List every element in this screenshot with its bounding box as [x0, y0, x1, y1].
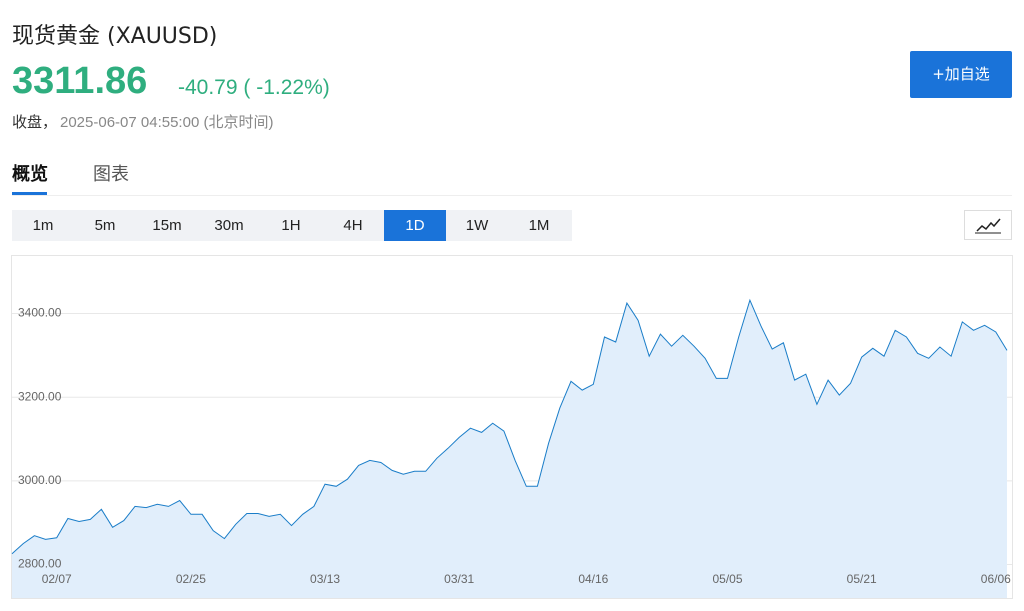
change-pct: ( -1.22%): [243, 76, 330, 99]
x-tick-label: 05/21: [847, 572, 877, 586]
icon: [975, 218, 1001, 234]
tab-underline: [12, 192, 47, 195]
chart: 2800.00 3000.00 3200.00 3400.00 02/07 02/25 03…: [11, 255, 1013, 599]
tab[interactable]: 概览: [12, 164, 48, 185]
price: 3311.86: [12, 60, 148, 102]
change: -40.79 ( -1.22%): [178, 76, 330, 100]
interval-button[interactable]: 1M: [528, 217, 550, 234]
time: 2025-06-07 04:55:00 (北京时间): [60, 114, 274, 131]
title: 现货黄金 (XAUUSD): [12, 24, 218, 49]
y-tick-label: 3200.00: [18, 389, 62, 403]
chart-style-button[interactable]: [964, 210, 1012, 240]
interval-button[interactable]: 1H: [281, 217, 301, 234]
area-fill: [12, 300, 1007, 598]
watch-button[interactable]: +加自选: [910, 51, 1012, 98]
interval-button[interactable]: 1D: [384, 210, 446, 241]
interval-button[interactable]: 4H: [343, 217, 363, 234]
separator: [12, 195, 1012, 196]
change-value: -40.79: [178, 76, 238, 99]
price-line: [11, 298, 1008, 555]
status: 收盘，: [12, 113, 58, 131]
x-tick-label: 06/06: [981, 572, 1011, 586]
x-tick-label: 03/13: [310, 572, 340, 586]
x-tick-label: 02/07: [42, 572, 72, 586]
interval-button[interactable]: 5m: [94, 217, 116, 234]
x-tick-label: 03/31: [444, 572, 474, 586]
y-tick-label: 2800.00: [18, 557, 62, 571]
y-tick-label: 3000.00: [18, 473, 62, 487]
interval-bar: 1m 5m 15m 30m 1H 4H 1D 1W 1M: [12, 210, 572, 241]
y-tick-label: 3400.00: [18, 306, 62, 320]
x-tick-label: 04/16: [578, 572, 608, 586]
x-tick-label: 02/25: [176, 572, 206, 586]
interval-button[interactable]: 1W: [465, 217, 489, 234]
interval-button[interactable]: 1m: [32, 217, 54, 234]
x-tick-label: 05/05: [712, 572, 742, 586]
interval-button[interactable]: 30m: [214, 217, 244, 234]
tab[interactable]: 图表: [93, 164, 129, 185]
interval-button[interactable]: 15m: [152, 217, 182, 234]
